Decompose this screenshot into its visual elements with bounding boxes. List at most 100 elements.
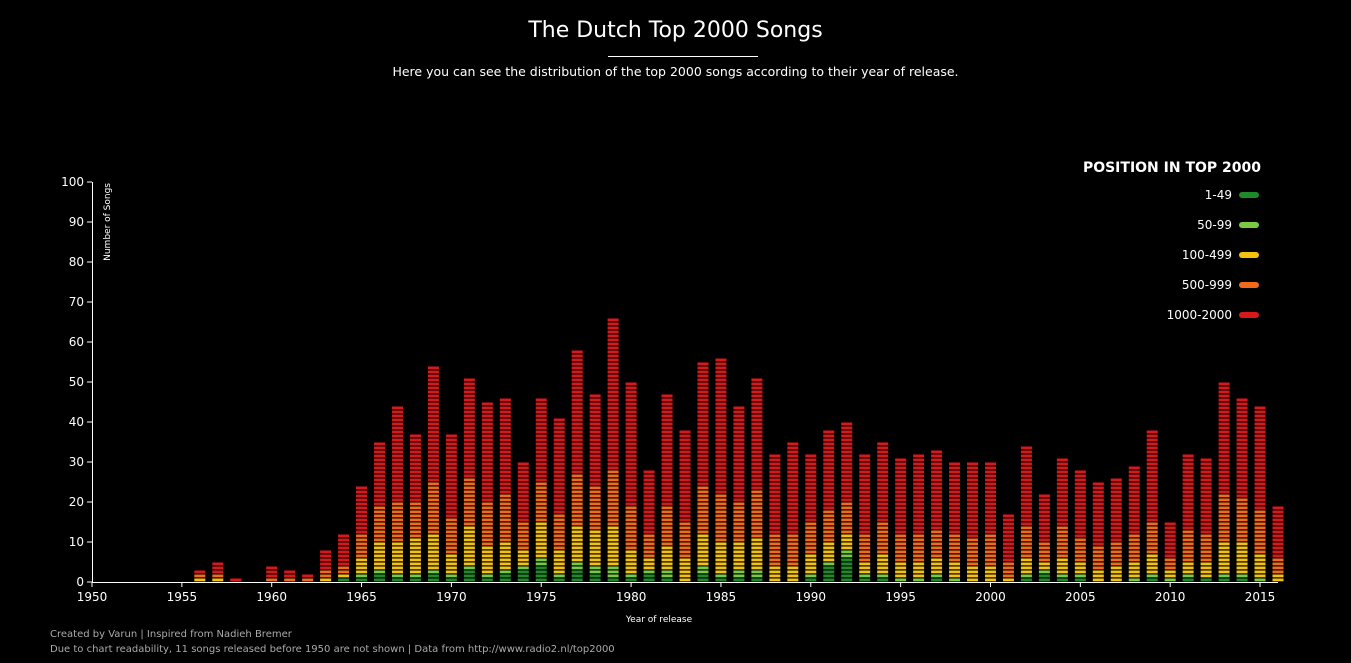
song-mark	[517, 550, 529, 554]
song-mark	[553, 502, 565, 506]
song-mark	[805, 542, 817, 546]
song-mark	[535, 482, 547, 486]
song-mark	[1236, 458, 1248, 462]
song-mark	[751, 522, 763, 526]
song-mark	[445, 438, 457, 442]
song-mark	[841, 426, 853, 430]
song-mark	[715, 454, 727, 458]
song-mark	[715, 450, 727, 454]
song-mark	[679, 462, 691, 466]
song-mark	[589, 394, 601, 398]
bar-1961	[284, 570, 296, 582]
song-mark	[877, 450, 889, 454]
song-mark	[895, 522, 907, 526]
song-mark	[1218, 410, 1230, 414]
song-mark	[463, 382, 475, 386]
song-mark	[625, 446, 637, 450]
song-mark	[607, 498, 619, 502]
song-mark	[859, 462, 871, 466]
song-mark	[931, 574, 943, 578]
song-mark	[679, 442, 691, 446]
song-mark	[1254, 518, 1266, 522]
song-mark	[1128, 478, 1140, 482]
song-mark	[1254, 510, 1266, 514]
song-mark	[625, 466, 637, 470]
song-mark	[805, 498, 817, 502]
song-mark	[266, 566, 278, 570]
legend-label: 1000-2000	[1167, 308, 1232, 322]
song-mark	[841, 506, 853, 510]
x-tick-label: 1980	[616, 590, 647, 604]
song-mark	[805, 478, 817, 482]
song-mark	[571, 502, 583, 506]
song-mark	[553, 538, 565, 542]
footer-credits: Created by Varun | Inspired from Nadieh …	[50, 629, 292, 640]
legend: POSITION IN TOP 2000 1-4950-99100-499500…	[1083, 160, 1261, 322]
song-mark	[715, 462, 727, 466]
song-mark	[1146, 574, 1158, 578]
song-mark	[823, 574, 835, 578]
song-mark	[643, 482, 655, 486]
song-mark	[733, 474, 745, 478]
song-mark	[751, 510, 763, 514]
song-mark	[733, 486, 745, 490]
song-mark	[733, 514, 745, 518]
song-mark	[895, 534, 907, 538]
song-mark	[607, 434, 619, 438]
bar-1989	[787, 442, 799, 582]
song-mark	[589, 530, 601, 534]
song-mark	[535, 522, 547, 526]
song-mark	[841, 546, 853, 550]
song-mark	[679, 458, 691, 462]
song-mark	[733, 446, 745, 450]
song-mark	[409, 494, 421, 498]
song-mark	[589, 422, 601, 426]
bar-1969	[427, 366, 439, 582]
song-mark	[607, 558, 619, 562]
song-mark	[697, 382, 709, 386]
song-mark	[751, 390, 763, 394]
song-mark	[1128, 546, 1140, 550]
song-mark	[463, 434, 475, 438]
song-mark	[356, 570, 368, 574]
song-mark	[733, 406, 745, 410]
song-mark	[949, 538, 961, 542]
song-mark	[1182, 498, 1194, 502]
song-mark	[1218, 394, 1230, 398]
song-mark	[607, 398, 619, 402]
song-mark	[409, 442, 421, 446]
song-mark	[391, 410, 403, 414]
x-tick-label: 1965	[346, 590, 377, 604]
song-mark	[931, 530, 943, 534]
song-mark	[589, 486, 601, 490]
song-mark	[553, 486, 565, 490]
song-mark	[1200, 558, 1212, 562]
song-mark	[409, 554, 421, 558]
song-mark	[877, 482, 889, 486]
song-mark	[571, 550, 583, 554]
song-mark	[697, 438, 709, 442]
song-mark	[499, 450, 511, 454]
song-mark	[715, 534, 727, 538]
song-mark	[661, 402, 673, 406]
song-mark	[679, 470, 691, 474]
song-mark	[427, 382, 439, 386]
bar-1985	[715, 358, 727, 582]
song-mark	[1254, 530, 1266, 534]
song-mark	[1056, 486, 1068, 490]
song-mark	[1164, 558, 1176, 562]
song-mark	[374, 482, 386, 486]
song-mark	[1146, 514, 1158, 518]
bar-1966	[374, 442, 386, 582]
song-mark	[895, 470, 907, 474]
song-mark	[805, 490, 817, 494]
bar-2008	[1128, 466, 1140, 582]
song-mark	[589, 470, 601, 474]
song-mark	[571, 478, 583, 482]
song-mark	[697, 574, 709, 578]
song-mark	[805, 550, 817, 554]
song-mark	[194, 578, 206, 582]
song-mark	[733, 430, 745, 434]
song-mark	[625, 554, 637, 558]
bar-1983	[679, 430, 691, 582]
